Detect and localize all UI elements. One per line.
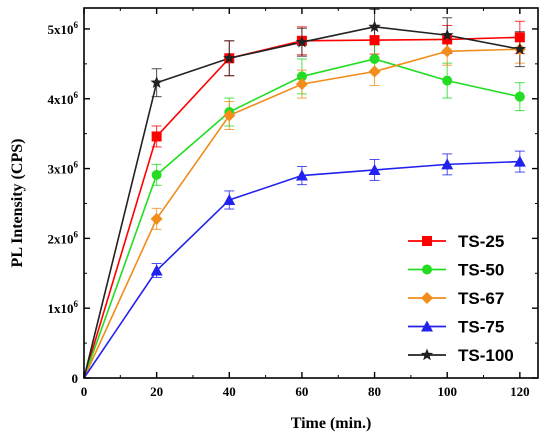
y-tick-label: 0 <box>72 371 79 386</box>
x-tick-label: 0 <box>81 384 88 399</box>
y-tick-label: 3x106 <box>48 160 79 177</box>
data-point-ts-50 <box>296 71 307 82</box>
data-point-ts-50 <box>151 169 162 180</box>
data-point-ts-100 <box>295 35 309 48</box>
data-point-ts-75 <box>513 155 526 167</box>
data-point-ts-75 <box>223 193 236 205</box>
x-axis-label: Time (min.) <box>291 415 372 432</box>
x-tick-label: 60 <box>295 384 308 399</box>
legend-marker <box>422 264 432 275</box>
y-tick-mantissa: 0 <box>72 371 79 386</box>
y-axis-label: PL Intensity (CPS) <box>9 139 26 268</box>
y-tick-mantissa: 5x10 <box>48 22 74 37</box>
ticks: 0 20 40 60 80 100 12001x1062x1063x1064x1065x10… <box>48 8 538 399</box>
y-tick-exponent: 6 <box>74 20 79 30</box>
legend: TS-25 TS-50 TS-67 TS-75 TS-100 <box>408 232 514 365</box>
legend-label: TS-25 <box>458 232 504 251</box>
x-tick-label: 100 <box>437 384 457 399</box>
y-tick-mantissa: 1x10 <box>48 301 74 316</box>
data-point-ts-67 <box>223 109 236 122</box>
data-point-ts-75 <box>368 163 381 175</box>
data-point-ts-67 <box>150 212 163 225</box>
y-tick-mantissa: 2x10 <box>48 231 74 246</box>
legend-label: TS-75 <box>458 318 504 337</box>
legend-marker <box>421 292 433 304</box>
data-point-ts-50 <box>442 75 453 86</box>
x-tick-label: 120 <box>510 384 530 399</box>
y-tick-label: 2x106 <box>48 229 79 246</box>
data-point-ts-100 <box>513 42 527 55</box>
x-tick-label: 40 <box>223 384 236 399</box>
data-point-ts-100 <box>441 28 454 41</box>
y-tick-exponent: 6 <box>74 160 79 170</box>
y-tick-label: 1x106 <box>48 299 79 316</box>
x-tick-label: 80 <box>368 384 381 399</box>
data-point-ts-100 <box>150 76 163 88</box>
y-tick-exponent: 6 <box>74 299 79 309</box>
data-point-ts-75 <box>150 264 163 276</box>
legend-label: TS-67 <box>458 289 504 308</box>
y-tick-exponent: 6 <box>74 90 79 100</box>
data-point-ts-50 <box>514 91 525 102</box>
data-point-ts-100 <box>223 51 236 64</box>
x-tick-label: 20 <box>150 384 163 399</box>
y-tick-mantissa: 3x10 <box>48 162 74 177</box>
data-point-ts-50 <box>369 53 380 64</box>
y-tick-label: 5x106 <box>48 20 79 37</box>
data-point-ts-75 <box>295 169 308 181</box>
data-point-ts-75 <box>441 158 454 170</box>
series-line-ts-50 <box>83 58 521 379</box>
legend-label: TS-100 <box>458 346 514 365</box>
y-tick-mantissa: 4x10 <box>48 92 74 107</box>
series-markers <box>150 20 527 276</box>
legend-marker <box>421 320 433 332</box>
data-point-ts-67 <box>441 45 454 58</box>
axes <box>83 7 539 379</box>
data-point-ts-100 <box>368 20 381 33</box>
data-point-ts-25 <box>514 32 525 43</box>
data-point-ts-25 <box>442 34 453 45</box>
data-point-ts-67 <box>368 65 381 78</box>
legend-marker <box>422 236 432 246</box>
legend-marker <box>420 348 434 361</box>
data-point-ts-25 <box>369 35 380 46</box>
plot-frame <box>83 7 539 379</box>
y-tick-label: 4x106 <box>48 90 79 107</box>
data-point-ts-67 <box>295 78 308 91</box>
legend-label: TS-50 <box>458 261 504 280</box>
data-point-ts-25 <box>151 131 162 142</box>
y-tick-exponent: 6 <box>74 229 79 239</box>
